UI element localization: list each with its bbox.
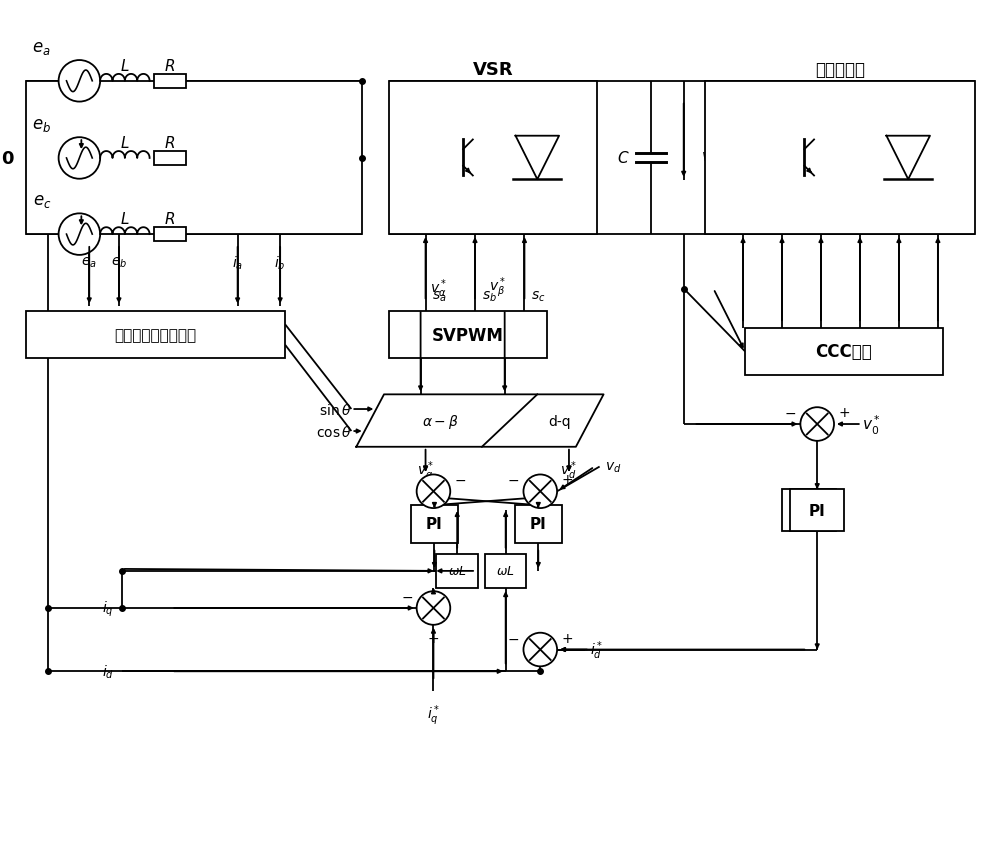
Text: VSR: VSR xyxy=(472,60,513,79)
Text: $\sin\theta$: $\sin\theta$ xyxy=(319,402,351,417)
Text: PI: PI xyxy=(809,503,826,518)
Text: $i_d^*$: $i_d^*$ xyxy=(590,638,603,661)
Bar xyxy=(154,75,186,89)
Bar xyxy=(790,490,844,531)
Text: $s_b$: $s_b$ xyxy=(482,290,497,304)
Text: $v_{\alpha}^*$: $v_{\alpha}^*$ xyxy=(430,278,447,300)
Bar xyxy=(485,554,526,589)
Bar xyxy=(515,505,562,543)
Text: $\cos\theta$: $\cos\theta$ xyxy=(316,424,351,439)
Text: $\alpha - \beta$: $\alpha - \beta$ xyxy=(422,412,459,430)
Text: $v_d$: $v_d$ xyxy=(605,460,621,475)
Text: $s_a$: $s_a$ xyxy=(432,290,447,304)
Text: $-$: $-$ xyxy=(401,590,413,603)
Text: $-$: $-$ xyxy=(507,473,520,486)
Text: SVPWM: SVPWM xyxy=(432,326,504,344)
Text: $-$: $-$ xyxy=(507,630,520,645)
Text: PI: PI xyxy=(800,503,817,518)
Circle shape xyxy=(523,475,557,509)
Bar xyxy=(705,82,975,235)
Text: PI: PI xyxy=(426,517,443,532)
Text: $+$: $+$ xyxy=(838,406,850,419)
Text: $L$: $L$ xyxy=(120,211,130,227)
Text: $v_0^*$: $v_0^*$ xyxy=(862,413,881,436)
Bar xyxy=(26,312,285,359)
Text: $e_b$: $e_b$ xyxy=(111,256,127,270)
Text: $v_{\beta}^*$: $v_{\beta}^*$ xyxy=(489,275,506,300)
Text: $C$: $C$ xyxy=(617,150,630,166)
Text: $-$: $-$ xyxy=(454,473,466,486)
Bar xyxy=(745,329,943,375)
Text: $\omega L$: $\omega L$ xyxy=(496,565,515,578)
Text: $e_a$: $e_a$ xyxy=(32,39,51,57)
Text: $L$: $L$ xyxy=(120,135,130,151)
Text: 不对称半桥: 不对称半桥 xyxy=(815,60,865,79)
Text: $v_0$: $v_0$ xyxy=(701,151,719,166)
Circle shape xyxy=(59,61,100,102)
Circle shape xyxy=(800,408,834,441)
Bar xyxy=(389,82,597,235)
Bar xyxy=(389,312,547,359)
Bar xyxy=(411,505,458,543)
Text: CCC控制: CCC控制 xyxy=(816,343,872,361)
Circle shape xyxy=(59,214,100,256)
Text: $e_c$: $e_c$ xyxy=(33,193,51,210)
Text: $+$: $+$ xyxy=(561,473,573,486)
Text: $s_c$: $s_c$ xyxy=(531,290,546,304)
Text: $e_a$: $e_a$ xyxy=(81,256,97,270)
Circle shape xyxy=(417,591,450,625)
Text: $L$: $L$ xyxy=(120,58,130,74)
Text: d-q: d-q xyxy=(548,414,570,428)
Text: $R$: $R$ xyxy=(164,211,175,227)
Text: $-$: $-$ xyxy=(427,515,440,528)
Text: $e_b$: $e_b$ xyxy=(32,116,51,134)
Text: $R$: $R$ xyxy=(164,58,175,74)
Text: $+$: $+$ xyxy=(534,515,546,528)
Text: $i_q^*$: $i_q^*$ xyxy=(427,703,440,728)
Circle shape xyxy=(417,475,450,509)
Bar xyxy=(26,82,362,235)
Text: $i_d$: $i_d$ xyxy=(102,663,114,680)
Text: $v_d^*$: $v_d^*$ xyxy=(560,459,578,481)
Text: $i_b$: $i_b$ xyxy=(274,254,286,271)
Circle shape xyxy=(59,138,100,180)
Text: $i_q$: $i_q$ xyxy=(102,599,114,618)
Bar xyxy=(782,490,836,531)
Text: $-$: $-$ xyxy=(784,406,796,419)
Text: $\omega L$: $\omega L$ xyxy=(448,565,467,578)
Circle shape xyxy=(523,633,557,666)
Text: $+$: $+$ xyxy=(561,630,573,645)
Bar xyxy=(154,152,186,165)
Text: 电压定向的坐标转换: 电压定向的坐标转换 xyxy=(114,328,197,343)
Text: $R$: $R$ xyxy=(164,135,175,151)
Text: $i_a$: $i_a$ xyxy=(232,254,243,271)
Bar xyxy=(154,228,186,242)
Text: $v_q^*$: $v_q^*$ xyxy=(417,459,434,484)
Bar xyxy=(436,554,478,589)
Text: $+$: $+$ xyxy=(427,631,440,645)
Text: PI: PI xyxy=(530,517,547,532)
Text: 0: 0 xyxy=(2,150,14,168)
